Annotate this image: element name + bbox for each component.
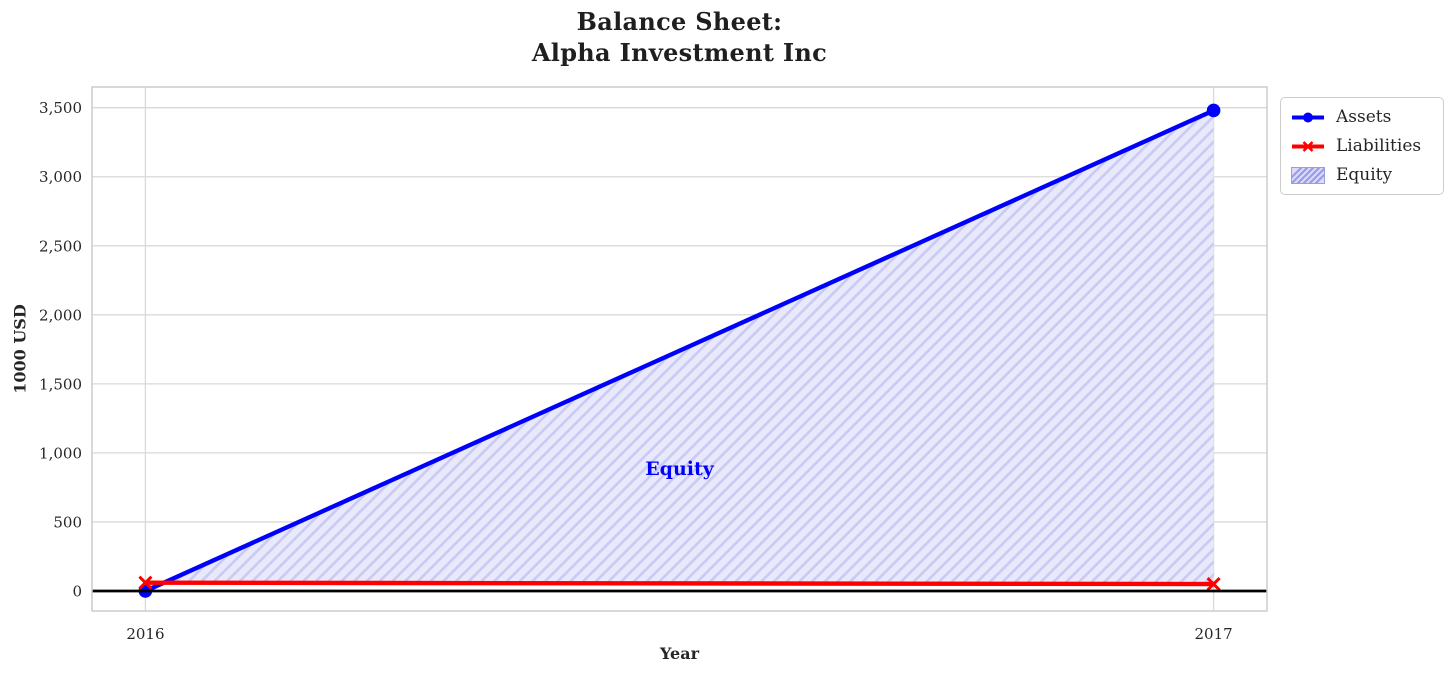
y-tick-label-0: 0 bbox=[72, 582, 82, 600]
y-tick-label-3,000: 3,000 bbox=[39, 168, 82, 186]
y-axis-label: 1000 USD bbox=[10, 304, 30, 394]
assets-line-circle-icon bbox=[1292, 112, 1324, 122]
chart-title-line2: Alpha Investment Inc bbox=[531, 38, 828, 67]
legend-item-equity: Equity bbox=[1291, 165, 1433, 185]
assets-line bbox=[144, 108, 1215, 593]
y-tick-label-2,000: 2,000 bbox=[39, 306, 82, 324]
legend-label-liabilities: Liabilities bbox=[1336, 136, 1422, 156]
y-tick-label-3,500: 3,500 bbox=[39, 99, 82, 117]
chart-render-layer: 0 500 1,000 1,500 2,000 2,500 3,000 3,500 2016 20… bbox=[39, 86, 1268, 643]
x-axis-label: Year bbox=[659, 644, 699, 663]
y-tick-label-1,000: 1,000 bbox=[39, 444, 82, 462]
y-tick-label-2,500: 2,500 bbox=[39, 237, 82, 255]
equity-annotation: Equity bbox=[645, 458, 714, 481]
legend: Assets Liabilities Equity bbox=[1280, 97, 1444, 195]
assets-marker-2017 bbox=[1206, 103, 1221, 118]
y-tick-label-1,500: 1,500 bbox=[39, 375, 82, 393]
x-tick-label-2017: 2017 bbox=[1194, 625, 1232, 643]
liabilities-line bbox=[145, 580, 1214, 587]
liabilities-line-x-icon bbox=[1292, 140, 1324, 152]
legend-label-assets: Assets bbox=[1336, 107, 1392, 127]
y-tick-label-500: 500 bbox=[53, 513, 82, 531]
legend-label-equity: Equity bbox=[1336, 165, 1393, 185]
chart-title: Balance Sheet: Alpha Investment Inc bbox=[92, 6, 1267, 68]
liabilities-marker-2017 bbox=[1206, 577, 1221, 592]
x-tick-label-2016: 2016 bbox=[126, 625, 164, 643]
chart-title-line1: Balance Sheet: bbox=[576, 7, 783, 36]
plot-border bbox=[91, 86, 1268, 612]
liabilities-marker-2016 bbox=[138, 575, 153, 590]
equity-hatch-patch-icon bbox=[1291, 166, 1325, 184]
legend-item-assets: Assets bbox=[1291, 107, 1433, 127]
legend-item-liabilities: Liabilities bbox=[1291, 136, 1433, 156]
